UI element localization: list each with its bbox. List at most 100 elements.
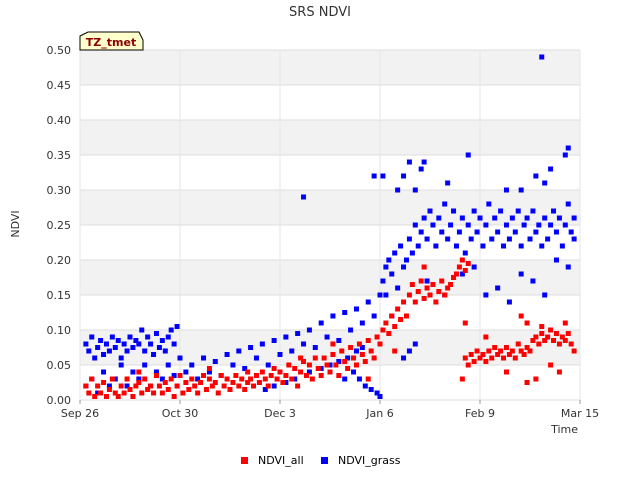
point-ndvi-all bbox=[148, 383, 154, 389]
point-ndvi-grass bbox=[483, 292, 489, 298]
point-ndvi-all bbox=[409, 282, 415, 287]
point-ndvi-all bbox=[156, 383, 162, 389]
point-ndvi-grass bbox=[306, 369, 312, 375]
x-tick-label: Jan 6 bbox=[365, 407, 393, 420]
point-ndvi-grass bbox=[151, 352, 157, 357]
point-ndvi-grass bbox=[533, 229, 539, 235]
point-ndvi-grass bbox=[471, 208, 477, 214]
point-ndvi-grass bbox=[230, 362, 236, 368]
point-ndvi-all bbox=[130, 394, 136, 399]
point-ndvi-grass bbox=[130, 345, 136, 350]
point-ndvi-all bbox=[386, 331, 392, 336]
point-ndvi-all bbox=[330, 352, 336, 357]
point-ndvi-grass bbox=[359, 345, 365, 350]
point-ndvi-all bbox=[159, 390, 165, 396]
point-ndvi-all bbox=[562, 338, 568, 343]
y-tick-label: 0.00 bbox=[47, 394, 72, 407]
point-ndvi-all bbox=[298, 355, 304, 361]
y-tick-label: 0.10 bbox=[47, 324, 72, 337]
station-badge-label: TZ_tmet bbox=[86, 36, 136, 49]
point-ndvi-grass bbox=[521, 222, 527, 228]
point-ndvi-all bbox=[548, 362, 554, 368]
legend-label-ndvi-all: NDVI_all bbox=[258, 454, 304, 467]
point-ndvi-all bbox=[459, 257, 465, 263]
y-axis-label: NDVI bbox=[9, 210, 22, 237]
point-ndvi-grass bbox=[353, 306, 359, 312]
point-ndvi-all bbox=[448, 282, 454, 287]
point-ndvi-all bbox=[556, 369, 562, 375]
point-ndvi-all bbox=[177, 373, 183, 378]
point-ndvi-all bbox=[262, 376, 268, 382]
point-ndvi-all bbox=[536, 341, 542, 347]
point-ndvi-all bbox=[368, 348, 374, 354]
point-ndvi-grass bbox=[362, 383, 368, 389]
point-ndvi-grass bbox=[365, 299, 371, 305]
point-ndvi-all bbox=[471, 359, 477, 364]
point-ndvi-grass bbox=[401, 264, 407, 270]
point-ndvi-grass bbox=[439, 229, 445, 235]
chart-title: SRS NDVI bbox=[289, 5, 351, 20]
point-ndvi-all bbox=[236, 383, 242, 389]
point-ndvi-all bbox=[459, 376, 465, 382]
point-ndvi-all bbox=[224, 376, 230, 382]
point-ndvi-grass bbox=[451, 208, 457, 214]
point-ndvi-all bbox=[245, 380, 251, 385]
point-ndvi-all bbox=[162, 380, 168, 385]
point-ndvi-grass bbox=[465, 152, 471, 158]
point-ndvi-grass bbox=[506, 299, 512, 305]
point-ndvi-grass bbox=[409, 250, 415, 256]
point-ndvi-all bbox=[380, 327, 386, 333]
point-ndvi-all bbox=[259, 369, 265, 375]
point-ndvi-grass bbox=[336, 338, 342, 343]
point-ndvi-all bbox=[145, 387, 151, 392]
point-ndvi-grass bbox=[368, 387, 374, 392]
point-ndvi-all bbox=[315, 366, 321, 371]
point-ndvi-grass bbox=[562, 222, 568, 228]
point-ndvi-grass bbox=[571, 236, 577, 242]
point-ndvi-grass bbox=[195, 376, 201, 382]
point-ndvi-all bbox=[336, 373, 342, 378]
point-ndvi-grass bbox=[486, 201, 492, 207]
point-ndvi-grass bbox=[501, 243, 507, 249]
x-axis-label: Time bbox=[550, 423, 578, 436]
point-ndvi-grass bbox=[453, 243, 459, 249]
point-ndvi-grass bbox=[524, 215, 530, 221]
point-ndvi-grass bbox=[512, 229, 518, 235]
point-ndvi-all bbox=[124, 376, 130, 382]
point-ndvi-all bbox=[301, 359, 307, 364]
point-ndvi-grass bbox=[548, 222, 554, 228]
point-ndvi-grass bbox=[342, 310, 348, 315]
point-ndvi-grass bbox=[248, 345, 254, 350]
point-ndvi-grass bbox=[95, 345, 101, 350]
point-ndvi-grass bbox=[171, 373, 177, 378]
point-ndvi-grass bbox=[509, 215, 515, 221]
point-ndvi-all bbox=[462, 355, 468, 361]
plot-band bbox=[80, 50, 580, 85]
point-ndvi-grass bbox=[530, 208, 536, 214]
point-ndvi-all bbox=[165, 387, 171, 392]
point-ndvi-all bbox=[503, 369, 509, 375]
point-ndvi-all bbox=[183, 380, 189, 385]
point-ndvi-all bbox=[209, 383, 215, 389]
point-ndvi-all bbox=[389, 313, 395, 319]
point-ndvi-grass bbox=[462, 250, 468, 256]
point-ndvi-all bbox=[118, 383, 124, 389]
point-ndvi-all bbox=[342, 359, 348, 364]
point-ndvi-all bbox=[495, 352, 501, 357]
point-ndvi-all bbox=[274, 376, 280, 382]
point-ndvi-grass bbox=[115, 338, 121, 343]
point-ndvi-all bbox=[245, 369, 251, 375]
point-ndvi-all bbox=[539, 324, 545, 329]
point-ndvi-all bbox=[321, 355, 327, 361]
point-ndvi-all bbox=[515, 341, 521, 347]
point-ndvi-grass bbox=[106, 348, 112, 354]
point-ndvi-all bbox=[289, 376, 295, 382]
plot-band bbox=[80, 190, 580, 225]
point-ndvi-grass bbox=[159, 376, 165, 382]
point-ndvi-all bbox=[456, 264, 462, 270]
point-ndvi-all bbox=[383, 320, 389, 326]
point-ndvi-all bbox=[442, 292, 448, 298]
series-ndvi-all bbox=[83, 257, 577, 399]
point-ndvi-all bbox=[362, 359, 368, 364]
